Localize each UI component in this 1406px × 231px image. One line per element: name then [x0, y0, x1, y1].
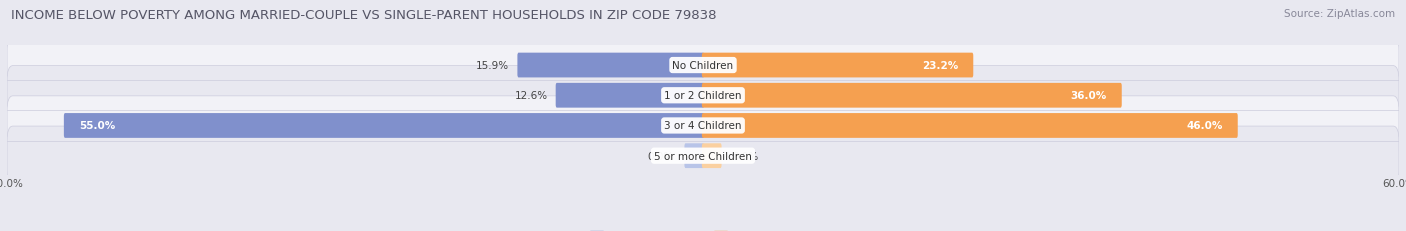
FancyBboxPatch shape: [685, 144, 704, 168]
Text: 55.0%: 55.0%: [79, 121, 115, 131]
Text: 36.0%: 36.0%: [1070, 91, 1107, 101]
FancyBboxPatch shape: [702, 114, 1237, 138]
FancyBboxPatch shape: [702, 83, 1122, 108]
Text: 5 or more Children: 5 or more Children: [654, 151, 752, 161]
FancyBboxPatch shape: [702, 53, 973, 78]
Text: 15.9%: 15.9%: [477, 61, 509, 71]
FancyBboxPatch shape: [7, 96, 1399, 155]
FancyBboxPatch shape: [63, 114, 704, 138]
Text: 1 or 2 Children: 1 or 2 Children: [664, 91, 742, 101]
Text: 46.0%: 46.0%: [1187, 121, 1223, 131]
FancyBboxPatch shape: [7, 66, 1399, 125]
Text: Source: ZipAtlas.com: Source: ZipAtlas.com: [1284, 9, 1395, 19]
FancyBboxPatch shape: [7, 127, 1399, 185]
Text: 12.6%: 12.6%: [515, 91, 547, 101]
Text: 0.0%: 0.0%: [648, 151, 673, 161]
FancyBboxPatch shape: [555, 83, 704, 108]
Text: 0.0%: 0.0%: [733, 151, 758, 161]
Text: 23.2%: 23.2%: [922, 61, 959, 71]
Text: INCOME BELOW POVERTY AMONG MARRIED-COUPLE VS SINGLE-PARENT HOUSEHOLDS IN ZIP COD: INCOME BELOW POVERTY AMONG MARRIED-COUPL…: [11, 9, 717, 22]
FancyBboxPatch shape: [517, 53, 704, 78]
FancyBboxPatch shape: [702, 144, 721, 168]
Text: No Children: No Children: [672, 61, 734, 71]
FancyBboxPatch shape: [7, 36, 1399, 95]
Text: 3 or 4 Children: 3 or 4 Children: [664, 121, 742, 131]
